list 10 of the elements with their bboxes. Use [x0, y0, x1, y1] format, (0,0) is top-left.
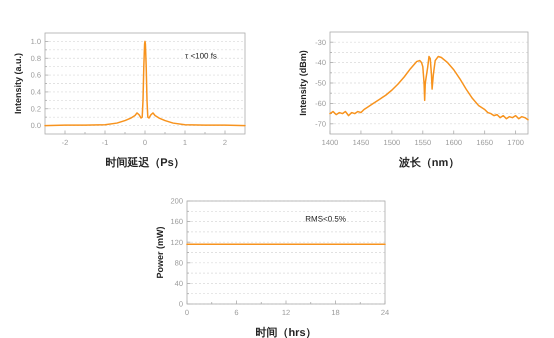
- x-axis-title: 波长（nm）: [398, 156, 460, 169]
- y-axis-title: Intensity (dBm): [298, 50, 308, 116]
- y-axis-title: Intensity (a.u.): [13, 52, 23, 114]
- x-axis-title: 时间延迟（Ps）: [105, 156, 185, 169]
- line-series: [44, 40, 246, 126]
- x-axis-title: 时间（hrs）: [255, 326, 317, 338]
- annotation: τ <100 fs: [185, 51, 217, 60]
- y-axis-title: Power (mW): [155, 226, 165, 279]
- line-series: [329, 56, 529, 120]
- annotation: RMS<0.5%: [305, 214, 346, 224]
